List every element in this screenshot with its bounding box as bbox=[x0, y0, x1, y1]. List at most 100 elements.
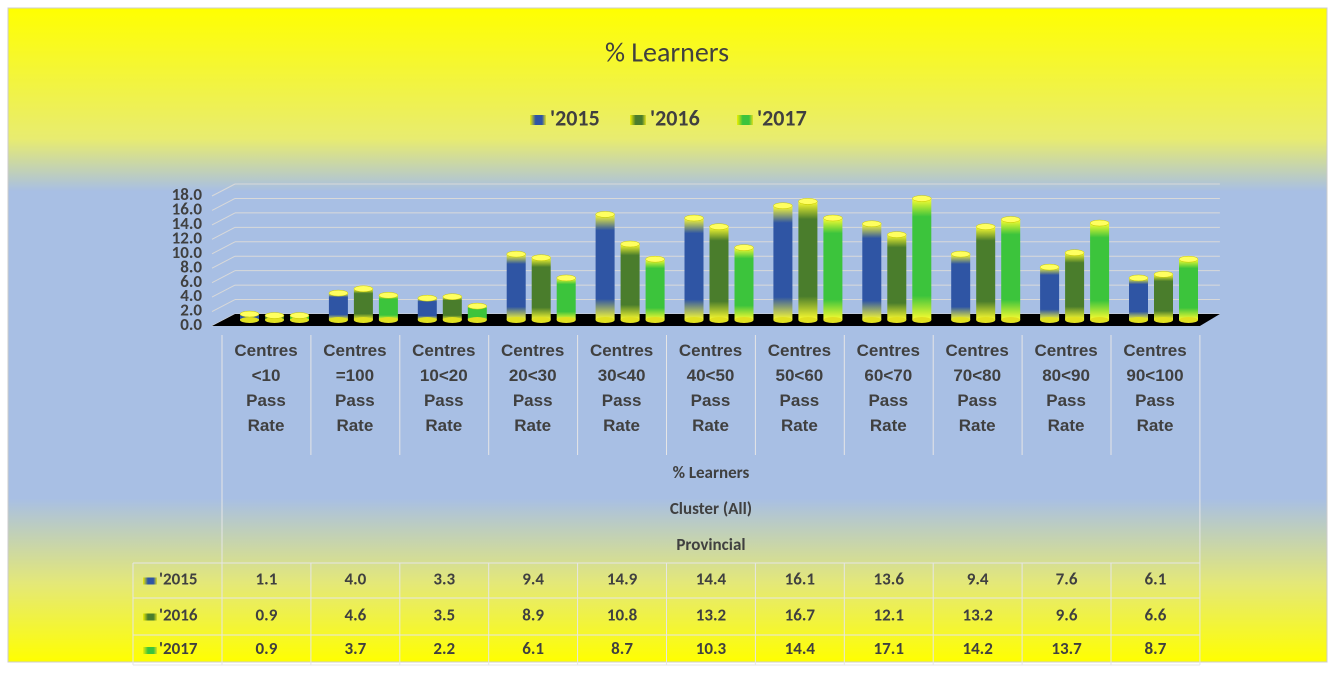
x-tick-label: Centres 30<40 Pass Rate bbox=[589, 341, 654, 435]
bar-top bbox=[595, 211, 615, 218]
grid-line bbox=[211, 212, 236, 226]
bar bbox=[353, 288, 373, 320]
bar-base bbox=[595, 317, 615, 323]
bar-base bbox=[556, 317, 576, 323]
x-tick-label: Centres 80<90 Pass Rate bbox=[1034, 341, 1098, 435]
table-value: 14.2 bbox=[962, 638, 993, 659]
category-cell: Centres 40<50 Pass Rate bbox=[667, 338, 755, 438]
grid-line bbox=[211, 183, 236, 197]
bar bbox=[328, 293, 348, 320]
bar-base bbox=[353, 317, 373, 323]
y-tick-label: 0.0 bbox=[180, 314, 202, 335]
chart-title: % Learners bbox=[605, 35, 729, 70]
bar bbox=[823, 218, 843, 320]
bar bbox=[620, 244, 640, 320]
grid-line bbox=[211, 226, 236, 240]
bar bbox=[709, 226, 729, 320]
bar-base bbox=[734, 317, 754, 323]
table-value: 12.1 bbox=[874, 605, 904, 626]
bar-base bbox=[684, 317, 704, 323]
bar bbox=[442, 296, 462, 320]
bar-base bbox=[773, 317, 793, 323]
bar-top bbox=[1039, 263, 1060, 271]
x-tick-label: Centres 40<50 Pass Rate bbox=[678, 341, 743, 435]
bar-base bbox=[887, 317, 907, 323]
category-cell: Centres 30<40 Pass Rate bbox=[578, 338, 666, 438]
bar bbox=[684, 218, 704, 320]
table-value: 8.7 bbox=[1145, 638, 1167, 659]
bar-top bbox=[1064, 249, 1085, 256]
y-tick-label: 16.0 bbox=[172, 199, 203, 220]
table-value: 13.7 bbox=[1051, 638, 1082, 659]
bar-base bbox=[506, 317, 526, 323]
bar-base bbox=[709, 317, 729, 323]
bar-top bbox=[531, 254, 551, 261]
table-value: 14.4 bbox=[785, 638, 816, 659]
bar-base bbox=[290, 317, 309, 323]
bar-base bbox=[645, 317, 665, 323]
bar bbox=[1154, 274, 1173, 320]
bar-top bbox=[887, 231, 907, 238]
x-tick-label: Centres 90<100 Pass Rate bbox=[1123, 341, 1187, 435]
table-value: 3.3 bbox=[433, 569, 455, 590]
bar bbox=[1129, 277, 1148, 320]
grid-line bbox=[211, 198, 236, 211]
x-tick-label: Centres 50<60 Pass Rate bbox=[767, 341, 832, 435]
table-value: 10.3 bbox=[696, 638, 727, 659]
category-cell: Centres 70<80 Pass Rate bbox=[933, 338, 1021, 438]
bar-top bbox=[239, 310, 260, 318]
legend-key bbox=[143, 647, 157, 654]
bar-top bbox=[467, 302, 488, 310]
category-cell: Centres 10<20 Pass Rate bbox=[400, 338, 488, 438]
table-value: 7.6 bbox=[1056, 569, 1078, 590]
bar-base bbox=[912, 317, 932, 323]
x-tick-label: Centres 10<20 Pass Rate bbox=[412, 341, 476, 435]
bar-top bbox=[1089, 219, 1110, 227]
bar bbox=[773, 205, 793, 320]
x-tick-label: Centres 20<30 Pass Rate bbox=[501, 341, 565, 435]
table-value: 13.6 bbox=[874, 569, 905, 590]
legend-key bbox=[143, 613, 157, 621]
row-label: '2016 bbox=[159, 605, 198, 626]
bar-base bbox=[798, 317, 818, 323]
table-value: 17.1 bbox=[874, 638, 904, 659]
bar bbox=[1001, 219, 1021, 320]
bar-top bbox=[620, 240, 640, 248]
y-tick-label: 6.0 bbox=[180, 271, 202, 292]
chart-background bbox=[7, 7, 1328, 663]
table-value: 3.5 bbox=[433, 605, 455, 626]
bar bbox=[506, 254, 526, 320]
x-tick-label: Centres 60<70 Pass Rate bbox=[856, 341, 920, 435]
bar bbox=[976, 226, 996, 320]
bar-base bbox=[951, 317, 971, 323]
y-tick-label: 12.0 bbox=[172, 227, 203, 248]
table-value: 3.7 bbox=[344, 638, 366, 659]
bar-base bbox=[1129, 317, 1148, 323]
y-tick-label: 8.0 bbox=[180, 256, 202, 277]
row-label: '2017 bbox=[159, 638, 198, 659]
bar bbox=[912, 198, 932, 320]
bar bbox=[645, 259, 665, 320]
bar-base bbox=[1154, 317, 1173, 323]
y-tick-label: 4.0 bbox=[180, 285, 202, 306]
bar bbox=[1090, 223, 1110, 320]
x-tick-label: Centres =100 Pass Rate bbox=[323, 341, 387, 435]
legend-label: '2015 bbox=[550, 104, 600, 131]
grid-line bbox=[211, 284, 236, 298]
bar-top bbox=[556, 274, 576, 282]
bar-base bbox=[620, 317, 640, 323]
table-value: 6.1 bbox=[1145, 569, 1167, 590]
grid-line bbox=[211, 255, 236, 269]
category-cell: Centres <10 Pass Rate bbox=[222, 338, 310, 438]
bar bbox=[1040, 267, 1060, 320]
bar-top bbox=[264, 312, 285, 319]
table-value: 14.9 bbox=[607, 569, 638, 590]
bar bbox=[951, 254, 971, 320]
bar-top bbox=[1153, 271, 1174, 278]
bar-base bbox=[467, 317, 487, 323]
table-value: 13.2 bbox=[696, 605, 727, 626]
bar-top bbox=[378, 292, 399, 299]
y-tick-label: 10.0 bbox=[172, 242, 203, 263]
